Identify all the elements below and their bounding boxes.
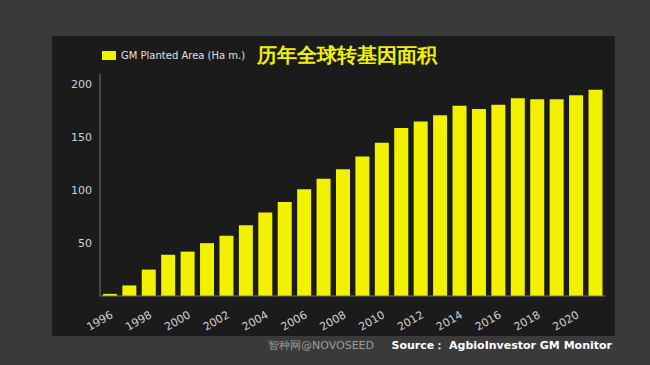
html-text:历年全球转基因面积: 历年全球转基因面积 xyxy=(257,43,438,67)
svg-text:150: 150 xyxy=(71,131,92,144)
svg-text:2018: 2018 xyxy=(512,308,543,333)
svg-text:2020: 2020 xyxy=(551,308,582,333)
svg-text:2004: 2004 xyxy=(240,308,271,333)
svg-text:50: 50 xyxy=(78,237,92,250)
svg-text:2012: 2012 xyxy=(395,308,426,333)
svg-text:1996: 1996 xyxy=(84,308,115,333)
svg-text:2014: 2014 xyxy=(434,308,465,333)
svg-text:100: 100 xyxy=(71,184,92,197)
svg-text:2016: 2016 xyxy=(473,308,504,333)
svg-text:2000: 2000 xyxy=(162,308,193,333)
svg-text:2002: 2002 xyxy=(201,308,232,333)
svg-text:2010: 2010 xyxy=(356,308,387,333)
svg-text:2008: 2008 xyxy=(318,308,349,333)
svg-text:1998: 1998 xyxy=(123,308,154,333)
html-text:智种网@NOVOSEED: 智种网@NOVOSEED xyxy=(268,339,374,352)
html-text:GM Planted Area (Ha m.): GM Planted Area (Ha m.) xyxy=(121,50,246,61)
html-text:Source： AgbioInvestor GM Monit: Source： AgbioInvestor GM Monitor xyxy=(391,339,612,352)
svg-text:2006: 2006 xyxy=(279,308,310,333)
svg-text:200: 200 xyxy=(71,78,92,91)
